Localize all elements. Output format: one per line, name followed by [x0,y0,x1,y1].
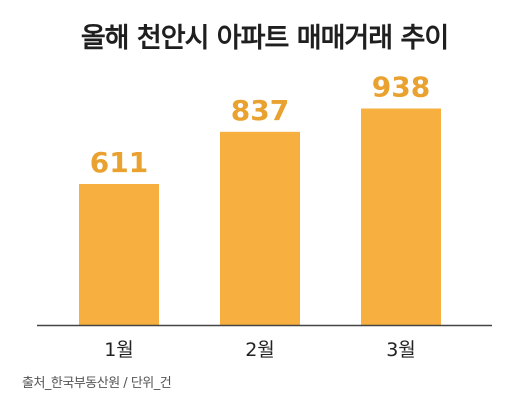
bar-1 [79,183,159,325]
data-label-2: 837 [231,94,289,127]
chart-title: 올해 천안시 아파트 매매거래 추이 [80,23,449,54]
source-note: 출처_한국부동산원 / 단위_건 [22,376,172,391]
bar-2 [220,131,300,325]
x-tick-label-3: 3월 [386,339,416,361]
x-tick-label-2: 2월 [245,339,275,361]
bar-3 [361,108,441,325]
data-label-3: 938 [372,71,430,104]
x-tick-label-1: 1월 [104,339,134,361]
data-label-1: 611 [90,146,148,179]
